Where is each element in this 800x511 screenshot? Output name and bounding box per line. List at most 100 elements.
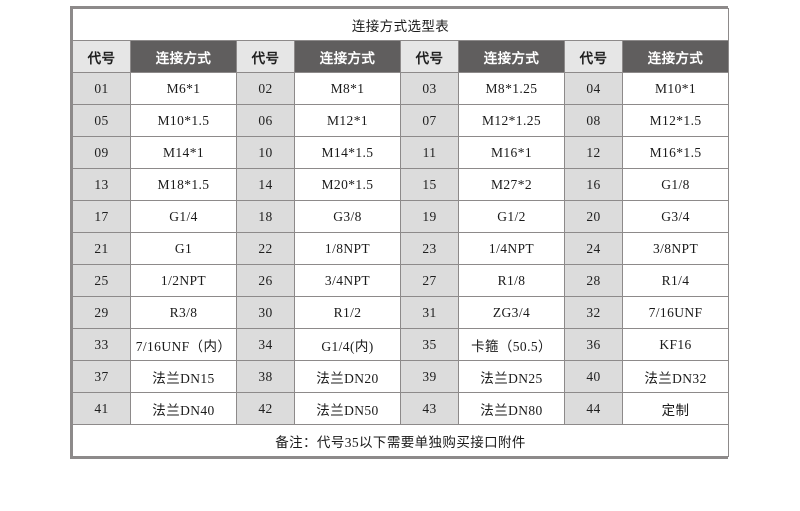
header-code-1: 代号 (72, 40, 131, 73)
cell-connection-type: M20*1.5 (294, 168, 401, 201)
cell-code: 21 (72, 232, 131, 265)
cell-connection-type: M12*1 (294, 104, 401, 137)
cell-connection-type: M10*1 (621, 72, 730, 105)
title-row: 连接方式选型表 (71, 8, 730, 41)
cell-code: 12 (564, 136, 623, 169)
cell-connection-type: M16*1 (458, 136, 565, 169)
cell-connection-type: R1/2 (294, 296, 401, 329)
cell-connection-type: G1/4 (130, 200, 237, 233)
table-body: 连接方式选型表 代号 连接方式 代号 连接方式 代号 连接方式 代号 连接方式 … (71, 8, 730, 425)
cell-connection-type: M18*1.5 (130, 168, 237, 201)
cell-connection-type: G1 (130, 232, 237, 265)
cell-code: 35 (400, 328, 459, 361)
cell-connection-type: 7/16UNF（内） (130, 328, 237, 361)
table-row: 05 M10*1.5 06 M12*1 07 M12*1.25 08 M12*1.5 (72, 104, 730, 137)
cell-connection-type: 定制 (621, 392, 730, 425)
cell-code: 11 (400, 136, 459, 169)
cell-code: 24 (564, 232, 623, 265)
cell-code: 08 (564, 104, 623, 137)
cell-code: 07 (400, 104, 459, 137)
cell-code: 09 (72, 136, 131, 169)
cell-connection-type: M14*1 (130, 136, 237, 169)
cell-code: 27 (400, 264, 459, 297)
cell-code: 14 (236, 168, 295, 201)
table-row: 41 法兰DN40 42 法兰DN50 43 法兰DN80 44 定制 (72, 392, 730, 425)
cell-code: 37 (72, 360, 131, 393)
cell-code: 13 (72, 168, 131, 201)
cell-code: 28 (564, 264, 623, 297)
cell-code: 31 (400, 296, 459, 329)
cell-code: 43 (400, 392, 459, 425)
cell-connection-type: M16*1.5 (621, 136, 730, 169)
cell-connection-type: R3/8 (130, 296, 237, 329)
cell-code: 40 (564, 360, 623, 393)
cell-connection-type: M12*1.25 (458, 104, 565, 137)
cell-connection-type: G1/8 (621, 168, 730, 201)
cell-code: 19 (400, 200, 459, 233)
cell-connection-type: M12*1.5 (621, 104, 730, 137)
footer-row: 备注：代号35以下需要单独购买接口附件 (71, 424, 730, 457)
cell-connection-type: 法兰DN15 (130, 360, 237, 393)
cell-code: 32 (564, 296, 623, 329)
cell-code: 44 (564, 392, 623, 425)
cell-code: 10 (236, 136, 295, 169)
footer-note: 备注：代号35以下需要单独购买接口附件 (71, 424, 730, 457)
page-title: 连接方式选型表 (71, 8, 730, 41)
spec-table-container: 连接方式选型表 代号 连接方式 代号 连接方式 代号 连接方式 代号 连接方式 … (70, 6, 730, 459)
table-row: 13 M18*1.5 14 M20*1.5 15 M27*2 16 G1/8 (72, 168, 730, 201)
cell-connection-type: M6*1 (130, 72, 237, 105)
cell-connection-type: 1/2NPT (130, 264, 237, 297)
table-row: 09 M14*1 10 M14*1.5 11 M16*1 12 M16*1.5 (72, 136, 730, 169)
cell-connection-type: G3/8 (294, 200, 401, 233)
header-code-3: 代号 (400, 40, 459, 73)
header-code-2: 代号 (236, 40, 295, 73)
cell-code: 41 (72, 392, 131, 425)
cell-connection-type: M10*1.5 (130, 104, 237, 137)
table-row: 37 法兰DN15 38 法兰DN20 39 法兰DN25 40 法兰DN32 (72, 360, 730, 393)
table-row: 21 G1 22 1/8NPT 23 1/4NPT 24 3/8NPT (72, 232, 730, 265)
cell-connection-type: 法兰DN32 (621, 360, 730, 393)
cell-code: 34 (236, 328, 295, 361)
cell-code: 42 (236, 392, 295, 425)
cell-connection-type: 7/16UNF (621, 296, 730, 329)
cell-connection-type: 法兰DN20 (294, 360, 401, 393)
cell-connection-type: M27*2 (458, 168, 565, 201)
cell-connection-type: M8*1.25 (458, 72, 565, 105)
cell-connection-type: G1/4(内) (294, 328, 401, 361)
cell-connection-type: 法兰DN50 (294, 392, 401, 425)
table-row: 25 1/2NPT 26 3/4NPT 27 R1/8 28 R1/4 (72, 264, 730, 297)
cell-connection-type: 法兰DN25 (458, 360, 565, 393)
cell-code: 15 (400, 168, 459, 201)
cell-connection-type: 法兰DN40 (130, 392, 237, 425)
cell-code: 06 (236, 104, 295, 137)
header-code-4: 代号 (564, 40, 623, 73)
header-row: 代号 连接方式 代号 连接方式 代号 连接方式 代号 连接方式 (72, 40, 730, 73)
cell-connection-type: ZG3/4 (458, 296, 565, 329)
cell-connection-type: KF16 (621, 328, 730, 361)
cell-connection-type: 1/4NPT (458, 232, 565, 265)
cell-code: 05 (72, 104, 131, 137)
cell-connection-type: R1/4 (621, 264, 730, 297)
cell-code: 33 (72, 328, 131, 361)
table-foot: 备注：代号35以下需要单独购买接口附件 (71, 424, 730, 457)
cell-connection-type: 法兰DN80 (458, 392, 565, 425)
cell-code: 36 (564, 328, 623, 361)
cell-code: 18 (236, 200, 295, 233)
cell-connection-type: 3/8NPT (621, 232, 730, 265)
table-row: 29 R3/8 30 R1/2 31 ZG3/4 32 7/16UNF (72, 296, 730, 329)
cell-code: 23 (400, 232, 459, 265)
cell-code: 20 (564, 200, 623, 233)
cell-connection-type: 3/4NPT (294, 264, 401, 297)
cell-code: 22 (236, 232, 295, 265)
cell-code: 01 (72, 72, 131, 105)
cell-connection-type: G3/4 (621, 200, 730, 233)
header-connection-1: 连接方式 (130, 40, 237, 73)
cell-code: 03 (400, 72, 459, 105)
cell-connection-type: 1/8NPT (294, 232, 401, 265)
cell-connection-type: G1/2 (458, 200, 565, 233)
cell-code: 04 (564, 72, 623, 105)
cell-code: 02 (236, 72, 295, 105)
cell-code: 25 (72, 264, 131, 297)
cell-code: 29 (72, 296, 131, 329)
